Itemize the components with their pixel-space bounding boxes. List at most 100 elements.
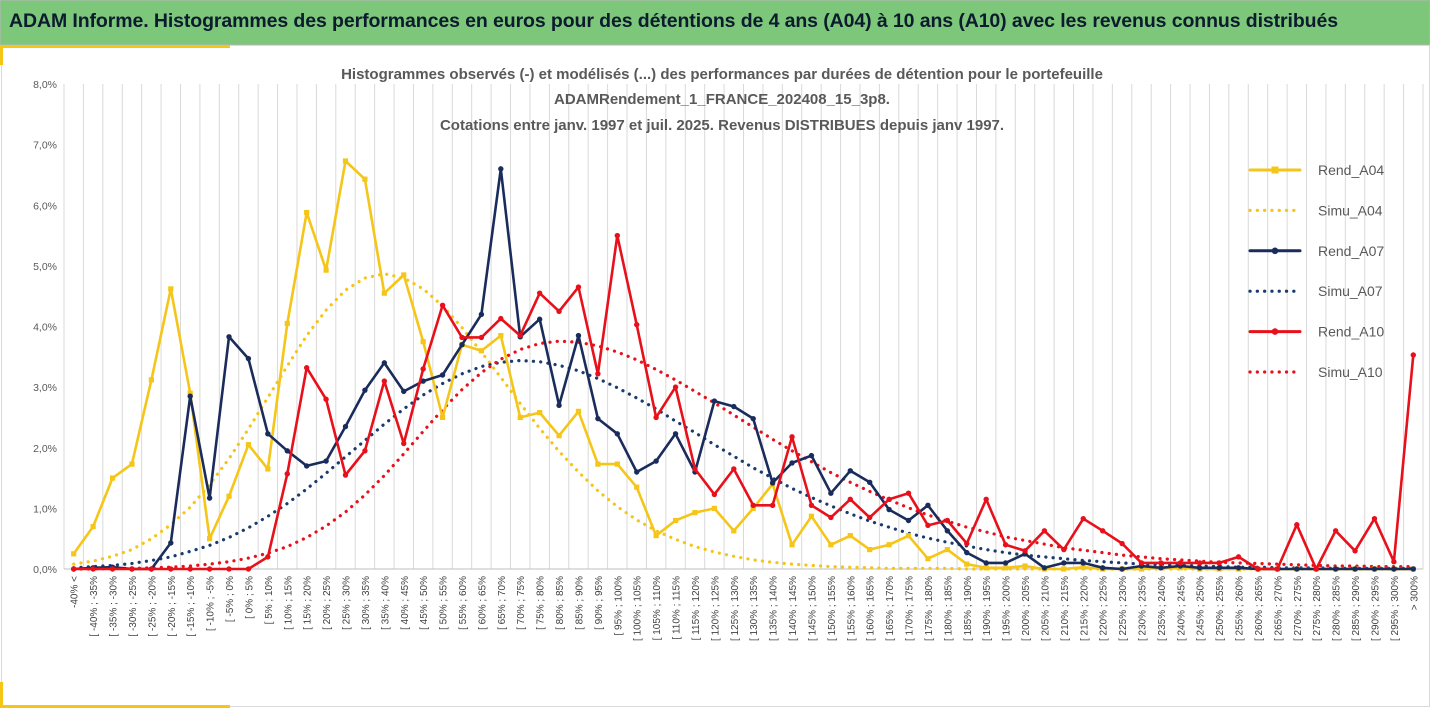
data-point: [808, 452, 815, 459]
data-point: [148, 566, 155, 572]
data-point: [614, 431, 621, 437]
y-axis-ticks: 0,0% 1,0% 2,0% 3,0% 4,0% 5,0% 6,0% 7,0% 8,0%: [33, 79, 57, 576]
data-point: [1371, 566, 1378, 572]
data-point: [420, 339, 426, 345]
data-point: [303, 365, 310, 371]
data-point: [129, 566, 135, 572]
x-tick-label: [ 80% ; 85%: [555, 576, 566, 630]
data-point: [265, 431, 271, 437]
x-tick-label: [ 115% ; 120%: [691, 576, 702, 640]
data-point: [362, 176, 368, 182]
data-point: [245, 442, 252, 448]
header-banner: ADAM Informe. Histogrammes des performan…: [0, 0, 1430, 45]
data-point: [478, 311, 485, 318]
data-point: [1080, 515, 1086, 522]
data-point: [478, 348, 485, 354]
data-point: [498, 315, 504, 322]
data-point: [187, 393, 193, 399]
data-point: [692, 466, 698, 472]
data-point: [1177, 560, 1184, 566]
data-point: [847, 533, 853, 539]
data-point: [1099, 565, 1106, 571]
data-point: [1080, 564, 1086, 570]
data-point: [556, 433, 562, 439]
data-point: [381, 378, 388, 384]
data-point: [925, 556, 931, 562]
x-tick-label: [ 265% ; 270%: [1273, 576, 1284, 641]
data-point: [1197, 565, 1203, 571]
data-point: [1002, 542, 1009, 548]
y-tick-label: 5,0%: [33, 261, 57, 273]
x-tick-label: [ -20% ; -15%: [167, 576, 178, 637]
data-point: [207, 536, 213, 542]
chart-title-line-1: Histogrammes observés (-) et modélisés (…: [341, 66, 1103, 83]
data-point: [284, 448, 290, 454]
data-point: [1371, 515, 1378, 522]
data-point: [905, 517, 912, 524]
data-point: [944, 517, 951, 524]
series-line: [72, 272, 1415, 571]
y-tick-label: 0,0%: [33, 564, 57, 576]
data-point: [420, 378, 426, 384]
data-point: [886, 542, 892, 548]
x-tick-label: [ 155% ; 160%: [846, 576, 857, 641]
data-point: [478, 334, 485, 341]
x-tick-label: [ 170% ; 175%: [905, 576, 916, 641]
data-point: [1061, 546, 1067, 553]
series-line: [72, 159, 1415, 571]
x-tick-label: [ 35% ; 40%: [380, 576, 391, 630]
data-point: [90, 566, 96, 572]
data-point: [187, 566, 193, 572]
x-tick-label: [ 45% ; 50%: [419, 576, 430, 630]
data-point: [1197, 560, 1203, 566]
legend-item: Rend_A04: [1248, 162, 1384, 178]
data-point: [303, 463, 310, 469]
data-point: [1041, 565, 1048, 571]
data-point: [536, 290, 543, 296]
data-point: [556, 402, 562, 409]
y-tick-label: 3,0%: [33, 382, 57, 394]
x-tick-label: [ 280% ; 285%: [1332, 576, 1343, 641]
x-tick-label: [ -5% ; 0%: [225, 576, 236, 622]
x-tick-label: [ 55% ; 60%: [458, 576, 469, 630]
y-tick-label: 6,0%: [33, 200, 57, 212]
data-point: [634, 469, 640, 475]
legend-label: Simu_A10: [1318, 364, 1383, 380]
y-tick-label: 4,0%: [33, 322, 57, 334]
y-tick-label: 2,0%: [33, 443, 57, 455]
series-layer: [71, 158, 1416, 572]
data-point: [323, 267, 329, 273]
series-line: [72, 167, 1415, 571]
x-tick-label: [ 105% ; 110%: [652, 576, 663, 640]
legend-label: Rend_A04: [1318, 162, 1384, 178]
data-point: [1158, 560, 1164, 566]
data-point: [634, 321, 640, 328]
legend-marker: [1271, 166, 1279, 174]
x-tick-label: [ 260% ; 265%: [1254, 576, 1265, 641]
x-tick-label: [ -15% ; -10%: [186, 576, 197, 637]
data-point: [1080, 560, 1086, 566]
data-point: [886, 496, 892, 502]
x-tick-label: > 300%: [1409, 576, 1420, 610]
data-point: [1002, 560, 1009, 566]
data-point: [1061, 566, 1067, 572]
x-tick-label: [ 145% ; 150%: [807, 576, 818, 641]
x-tick-label: [ 160% ; 165%: [866, 576, 877, 641]
data-point: [1235, 565, 1242, 571]
data-point: [459, 334, 465, 341]
x-tick-label: [ 15% ; 20%: [303, 576, 314, 630]
data-point: [828, 490, 834, 496]
x-tick-label: [ 60% ; 65%: [477, 576, 488, 630]
data-point: [925, 522, 931, 529]
data-point: [226, 493, 232, 499]
series-rend-a10: [71, 232, 1416, 572]
data-point: [439, 414, 446, 421]
x-tick-label: [ 185% ; 190%: [963, 576, 974, 641]
y-tick-label: 1,0%: [33, 503, 57, 515]
legend-label: Simu_A04: [1318, 202, 1383, 218]
data-point: [498, 332, 504, 339]
x-tick-label: [ 90% ; 95%: [594, 576, 605, 630]
x-tick-label: [ -35% ; -30%: [109, 576, 120, 637]
x-tick-label: [ 70% ; 75%: [516, 576, 527, 630]
